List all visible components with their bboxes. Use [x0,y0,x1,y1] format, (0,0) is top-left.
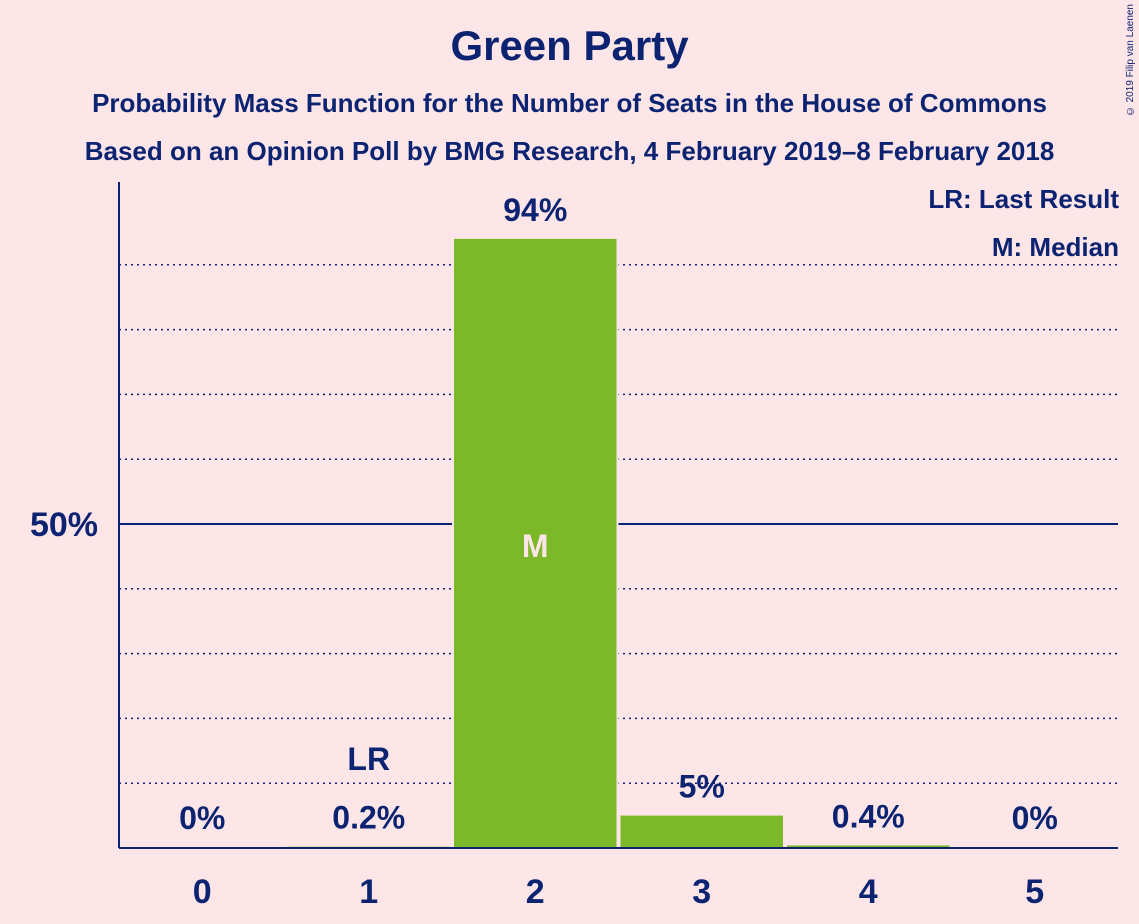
chart-subtitle-source: Based on an Opinion Poll by BMG Research… [84,136,1055,166]
x-tick-label: 5 [1025,873,1044,911]
data-label: 94% [503,192,567,228]
y-tick-label: 50% [30,506,98,544]
bar [454,238,617,848]
legend-median: M: Median [991,232,1119,262]
x-tick-label: 0 [193,873,212,911]
chart-title: Green Party [450,22,689,69]
bar-gap [285,844,452,848]
x-tick-label: 2 [526,873,545,911]
data-label: 0% [179,800,225,836]
chart-subtitle: Probability Mass Function for the Number… [92,88,1047,118]
median-marker: M [522,528,549,564]
bar [787,845,950,848]
data-label: 0.2% [332,800,405,836]
legend-last-result: LR: Last Result [928,184,1119,214]
data-label: 0% [1012,800,1058,836]
data-label: 0.4% [832,798,905,834]
x-tick-label: 1 [359,873,378,911]
last-result-marker: LR [347,741,390,777]
data-label: 5% [679,769,725,805]
x-tick-label: 3 [692,873,711,911]
bar [620,815,783,848]
x-tick-label: 4 [859,873,878,911]
